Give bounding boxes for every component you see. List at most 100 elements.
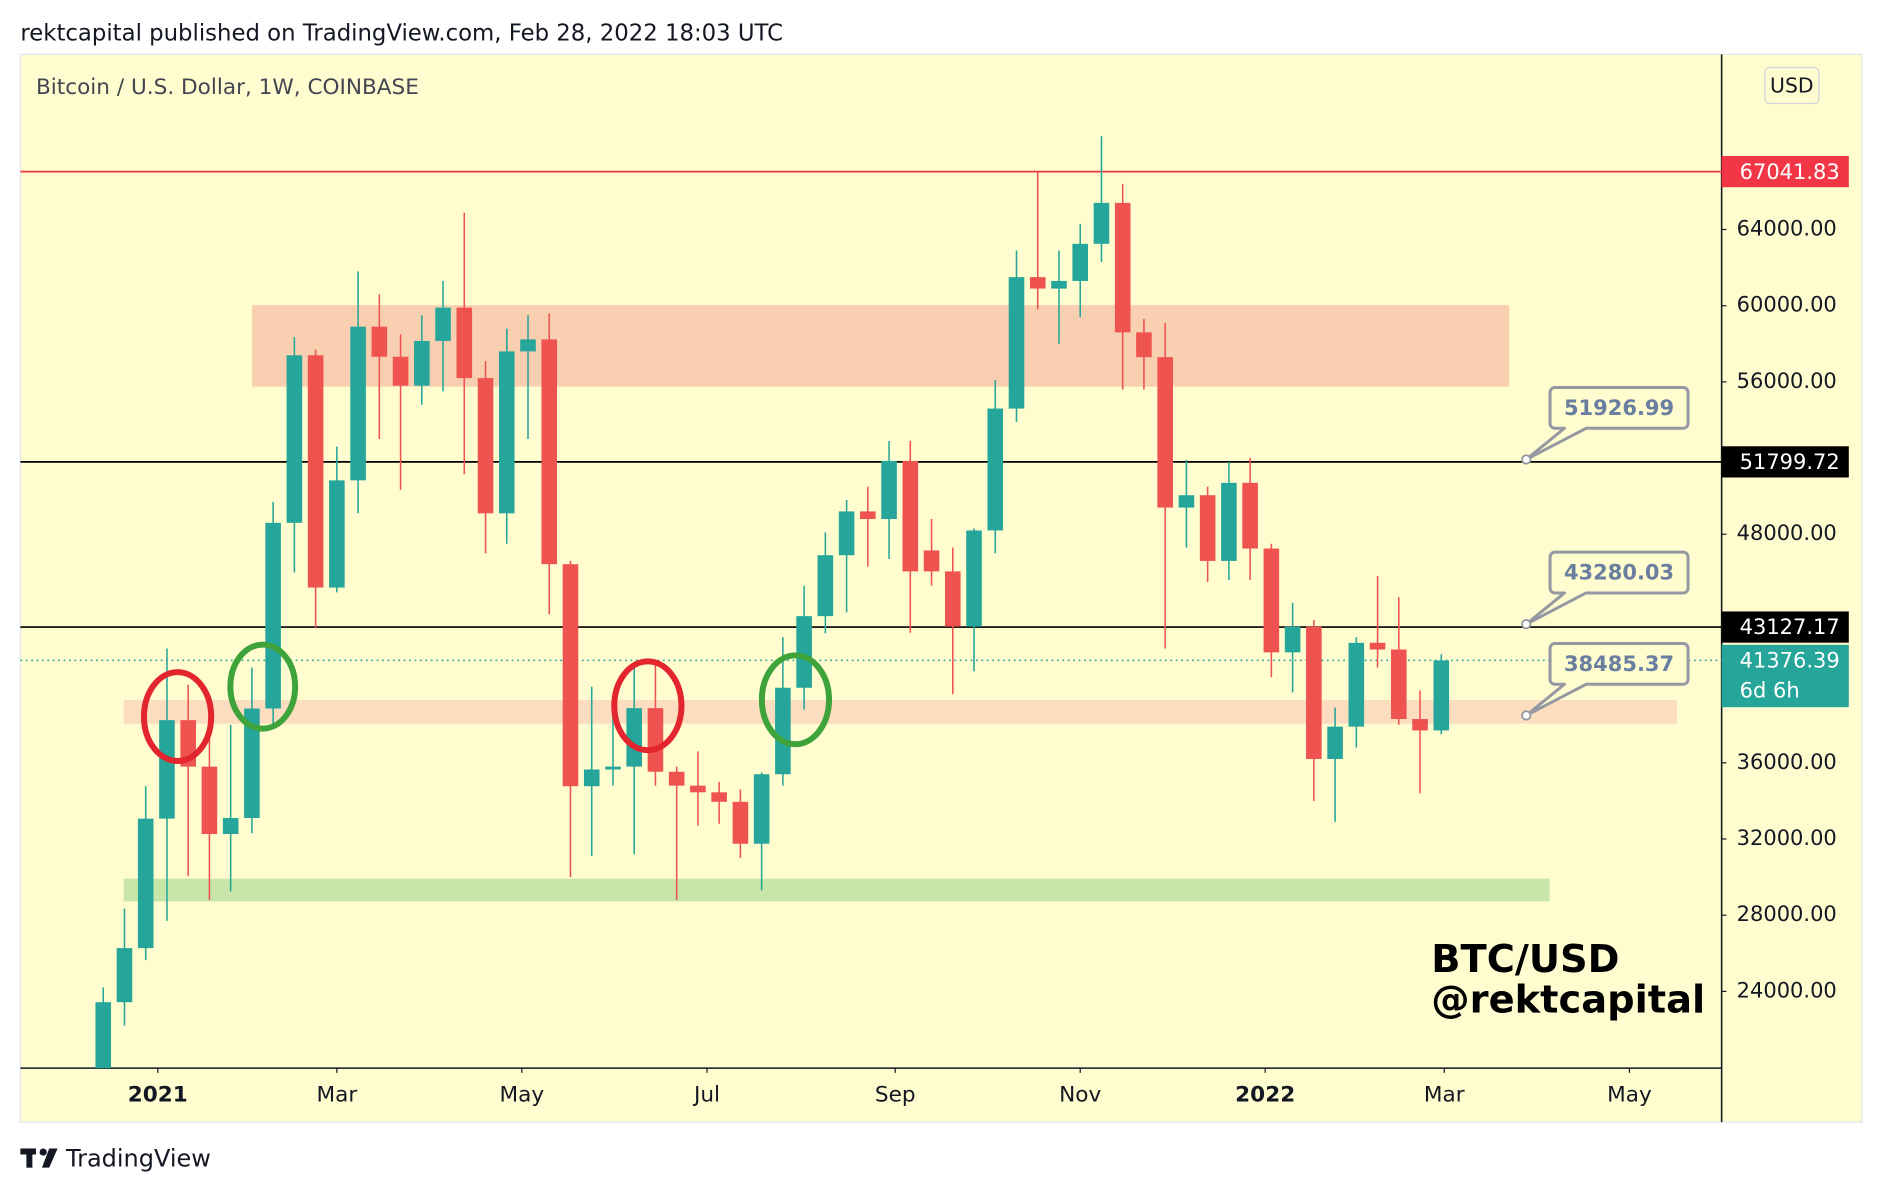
candle-body — [392, 356, 409, 386]
candle-body — [1412, 718, 1428, 731]
zone — [123, 699, 1678, 724]
price-labels: 67041.83 51799.72 43127.17 41376.39 6d 6h — [1721, 156, 1849, 708]
y-tick-label: 24000.00 — [1737, 978, 1837, 1002]
candle-body — [1051, 280, 1067, 289]
candle-body — [244, 708, 260, 819]
candle-body — [137, 818, 154, 949]
callout-anchor — [1521, 619, 1532, 630]
callout-box — [1524, 641, 1690, 717]
callout-label: 38485.37 — [1564, 652, 1674, 676]
candle-body — [647, 708, 664, 772]
candle-body — [1391, 649, 1407, 719]
candle-body — [350, 326, 366, 481]
candle-body — [371, 326, 388, 357]
candle-body — [1008, 277, 1025, 409]
green-circle — [227, 641, 299, 732]
price-label: 43127.17 — [1740, 615, 1840, 639]
candle-body — [329, 480, 345, 588]
candle-body — [711, 792, 727, 802]
candle-body — [95, 1002, 112, 1069]
footer-brand: TradingView — [65, 1144, 211, 1172]
callout-anchor — [1521, 454, 1532, 465]
candle-body — [796, 616, 812, 688]
candle-body — [1029, 277, 1046, 289]
y-axis: 24000.00 28000.00 32000.00 36000.00 48000.00… — [1721, 217, 1837, 1002]
candle-body — [116, 948, 133, 1003]
y-tick-label: 56000.00 — [1737, 369, 1837, 393]
logo-part — [26, 1148, 33, 1168]
logo-part — [41, 1148, 58, 1168]
candle-body — [923, 550, 940, 572]
candle-body — [626, 708, 642, 767]
price-label-box — [1721, 446, 1849, 478]
candle-body — [732, 801, 749, 844]
y-tick-label: 36000.00 — [1737, 750, 1837, 774]
candle-body — [1327, 726, 1343, 759]
candle-body — [1433, 660, 1450, 731]
callout-box — [1524, 550, 1690, 626]
candle-body — [159, 720, 175, 819]
candle-body — [668, 771, 685, 786]
price-label-box — [1721, 644, 1849, 708]
currency-label[interactable]: USD — [1770, 74, 1814, 98]
candle-body — [838, 511, 855, 556]
annotation: @rektcapital — [1431, 978, 1705, 1023]
callout-anchor — [1521, 710, 1532, 721]
candle-body — [1093, 202, 1110, 244]
candle-body — [944, 571, 961, 627]
candle-body — [222, 818, 239, 835]
candle-body — [201, 766, 218, 835]
candle-body — [477, 378, 494, 514]
candle-body — [1306, 626, 1322, 759]
x-tick-label: May — [500, 1083, 545, 1108]
candle-body — [456, 307, 473, 379]
header: rektcapital published on TradingView.com… — [20, 20, 783, 46]
candle-body — [966, 530, 982, 627]
candle-body — [860, 511, 876, 520]
candle-body — [520, 339, 536, 352]
x-tick-label: 2021 — [128, 1083, 188, 1108]
candle-body — [881, 460, 897, 520]
price-label: 41376.39 — [1740, 649, 1840, 673]
candle-body — [414, 340, 430, 386]
price-label: 67041.83 — [1740, 160, 1840, 184]
y-tick-label: 32000.00 — [1737, 826, 1837, 850]
red-circle — [611, 658, 685, 754]
price-label-box — [1721, 156, 1849, 188]
candle-body — [775, 687, 791, 775]
y-tick-label: 28000.00 — [1737, 902, 1837, 926]
y-tick-label: 48000.00 — [1737, 521, 1837, 545]
y-tick-label: 64000.00 — [1737, 217, 1837, 241]
x-tick-label: Sep — [875, 1083, 916, 1108]
x-tick-label: Mar — [1424, 1083, 1465, 1108]
red-circle — [140, 669, 215, 764]
candle-body — [562, 564, 579, 787]
circles — [140, 641, 833, 764]
candle-body — [1178, 495, 1195, 508]
candle-body — [817, 555, 834, 617]
candle-body — [498, 351, 515, 514]
countdown: 6d 6h — [1740, 679, 1800, 703]
candle-body — [1221, 482, 1237, 561]
callouts: 51926.99 43280.03 38485.37 — [1521, 385, 1690, 721]
price-label: 51799.72 — [1740, 450, 1840, 474]
candle-body — [1284, 626, 1301, 653]
candle-body — [1114, 202, 1131, 333]
price-label-box — [1721, 611, 1849, 643]
candle-body — [1072, 243, 1089, 281]
zone — [123, 878, 1550, 902]
currency-box[interactable] — [1764, 66, 1820, 105]
candle-body — [1199, 495, 1216, 561]
candle-body — [1157, 357, 1173, 508]
candle-body — [1369, 642, 1386, 650]
callout-box — [1524, 385, 1690, 461]
x-tick-label: Nov — [1059, 1083, 1101, 1108]
x-tick-label: May — [1607, 1083, 1652, 1108]
candle-body — [307, 355, 324, 588]
levels — [20, 170, 1722, 662]
x-tick-label: 2022 — [1235, 1083, 1295, 1108]
candle-body — [690, 785, 706, 793]
candles — [95, 136, 1450, 1069]
x-axis: 2021 Mar May Jul Sep Nov 2022 Mar May — [128, 1068, 1652, 1108]
